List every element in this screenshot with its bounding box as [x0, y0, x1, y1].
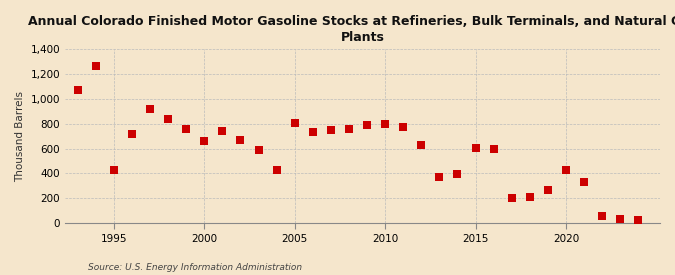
Point: [344, 126, 354, 131]
Point: [434, 174, 445, 179]
Point: [163, 117, 173, 122]
Point: [380, 122, 391, 126]
Point: [253, 148, 264, 153]
Point: [144, 107, 155, 111]
Point: [488, 146, 499, 151]
Point: [470, 146, 481, 150]
Point: [578, 180, 589, 184]
Point: [126, 131, 137, 136]
Point: [90, 64, 101, 68]
Point: [217, 128, 227, 133]
Point: [398, 125, 408, 129]
Point: [506, 196, 517, 200]
Point: [181, 126, 192, 131]
Y-axis label: Thousand Barrels: Thousand Barrels: [15, 91, 25, 182]
Point: [524, 195, 535, 199]
Text: Source: U.S. Energy Information Administration: Source: U.S. Energy Information Administ…: [88, 263, 302, 272]
Point: [416, 143, 427, 147]
Point: [72, 87, 83, 92]
Point: [560, 167, 571, 172]
Point: [543, 188, 554, 192]
Title: Annual Colorado Finished Motor Gasoline Stocks at Refineries, Bulk Terminals, an: Annual Colorado Finished Motor Gasoline …: [28, 15, 675, 44]
Point: [199, 139, 210, 143]
Point: [615, 217, 626, 222]
Point: [109, 167, 119, 172]
Point: [362, 123, 373, 127]
Point: [235, 138, 246, 142]
Point: [290, 120, 300, 125]
Point: [597, 214, 608, 218]
Point: [271, 167, 282, 172]
Point: [452, 172, 463, 176]
Point: [633, 218, 644, 222]
Point: [307, 130, 318, 135]
Point: [325, 128, 336, 132]
